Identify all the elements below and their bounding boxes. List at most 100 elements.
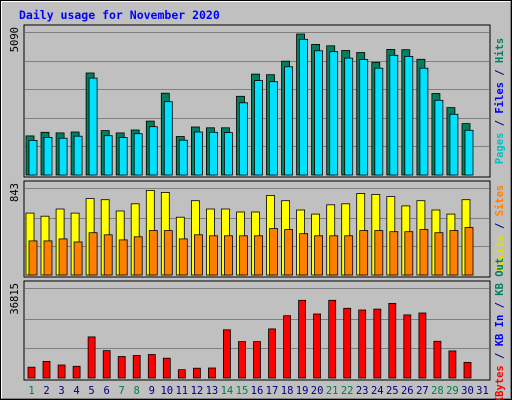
bar-files-day-1	[28, 139, 38, 176]
bar-sites-day-20	[314, 235, 324, 276]
bar-kb_in-day-23	[358, 309, 367, 379]
bar-sites-day-7	[118, 239, 128, 276]
side-label-part: Sites	[494, 185, 506, 217]
bar-kb_in-day-9	[147, 354, 156, 379]
bar-kb_in-day-6	[102, 350, 111, 379]
side-label-part: Files	[494, 82, 506, 114]
bar-files-day-10	[163, 101, 173, 176]
x-tick-label: 17	[266, 385, 279, 397]
bar-kb_in-day-26	[403, 314, 412, 379]
bar-sites-day-25	[389, 231, 399, 276]
side-label-part: KBytes	[494, 365, 506, 400]
x-tick-label: 28	[431, 385, 444, 397]
x-tick-label: 29	[446, 385, 459, 397]
x-axis-labels: 1 2 3 4 5 6 7 8 9 10 11 12 13 14 15 16 17 18 19 20 21 22 23 24 2…	[28, 385, 488, 397]
bar-files-day-12	[193, 131, 203, 176]
x-tick-label: 21	[326, 385, 339, 397]
side-label-part: /	[494, 63, 506, 82]
bar-files-day-27	[419, 67, 429, 176]
bar-sites-day-4	[73, 241, 83, 276]
bar-sites-day-1	[28, 240, 38, 276]
y-max-label: 5090	[9, 27, 21, 52]
bar-kb_in-day-7	[117, 356, 126, 379]
bar-sites-day-15	[239, 235, 248, 276]
bar-kb_in-day-11	[177, 369, 186, 379]
x-tick-label: 16	[251, 385, 264, 397]
side-label-part: KB Out	[494, 258, 506, 296]
bar-sites-day-19	[299, 233, 309, 276]
bar-sites-day-26	[404, 231, 414, 276]
y-max-label: 36815	[9, 283, 21, 315]
x-tick-label: 1	[28, 385, 34, 397]
bar-sites-day-13	[208, 235, 218, 276]
side-label: KBytes / KB In / KB Out	[494, 258, 506, 400]
x-tick-label: 18	[281, 385, 294, 397]
x-tick-label: 2	[43, 385, 49, 397]
bar-kb_in-day-2	[42, 360, 51, 379]
y-max-label: 843	[9, 183, 21, 202]
x-tick-label: 6	[104, 385, 110, 397]
side-label-part: /	[494, 346, 506, 365]
x-tick-label: 14	[221, 385, 234, 397]
bar-kb_in-day-27	[418, 312, 427, 379]
bar-kb_in-day-20	[313, 313, 322, 379]
bar-sites-day-6	[103, 234, 113, 276]
x-tick-label: 9	[149, 385, 155, 397]
bar-sites-day-8	[133, 236, 143, 276]
bar-sites-day-27	[419, 229, 429, 276]
x-tick-label: 7	[119, 385, 125, 397]
bar-files-day-6	[103, 135, 113, 176]
bar-kb_in-day-5	[87, 336, 96, 379]
bar-sites-day-21	[329, 235, 339, 276]
x-tick-label: 30	[461, 385, 474, 397]
x-tick-label: 15	[236, 385, 249, 397]
bar-files-day-15	[239, 102, 248, 176]
x-tick-label: 31	[476, 385, 489, 397]
bar-kb_in-day-12	[192, 367, 201, 379]
bar-sites-day-10	[163, 230, 173, 276]
bar-kb_in-day-21	[328, 299, 337, 379]
x-tick-label: 10	[160, 385, 173, 397]
bar-kb_in-day-24	[373, 308, 382, 379]
bar-kb_in-day-4	[72, 365, 81, 379]
bar-files-day-13	[208, 131, 218, 176]
x-tick-label: 8	[134, 385, 140, 397]
bar-files-day-2	[43, 136, 53, 176]
bar-sites-day-18	[284, 229, 294, 276]
series-sites	[28, 227, 474, 276]
bar-sites-day-29	[449, 230, 459, 276]
x-tick-label: 3	[58, 385, 64, 397]
bar-files-day-8	[133, 133, 143, 176]
x-tick-label: 11	[175, 385, 188, 397]
x-tick-label: 13	[206, 385, 219, 397]
bar-sites-day-16	[254, 235, 263, 276]
x-tick-label: 20	[311, 385, 324, 397]
bar-sites-day-24	[374, 230, 384, 276]
bar-files-day-21	[329, 51, 339, 176]
side-label-part: /	[494, 216, 506, 235]
bar-files-day-24	[374, 67, 384, 176]
bar-files-day-19	[299, 38, 309, 176]
bar-files-day-26	[404, 56, 414, 176]
bar-sites-day-3	[58, 238, 68, 276]
bar-files-day-14	[223, 132, 233, 176]
side-label-part: Pages	[494, 133, 506, 165]
x-tick-label: 24	[371, 385, 384, 397]
side-label: Visits / Sites	[494, 185, 506, 274]
bar-sites-day-11	[178, 238, 188, 276]
bar-files-day-20	[314, 50, 324, 176]
bar-kb_in-day-29	[448, 350, 457, 379]
bar-sites-day-23	[359, 230, 369, 276]
x-tick-label: 22	[341, 385, 354, 397]
bar-sites-day-5	[88, 232, 98, 276]
series-files	[28, 38, 474, 176]
side-label-part: /	[494, 114, 506, 133]
bar-files-day-28	[434, 99, 444, 176]
bar-kb_in-day-13	[207, 367, 216, 379]
bar-kb_in-day-17	[268, 328, 276, 379]
bar-sites-day-28	[434, 232, 444, 276]
bar-sites-day-12	[193, 234, 203, 276]
x-tick-label: 26	[401, 385, 414, 397]
